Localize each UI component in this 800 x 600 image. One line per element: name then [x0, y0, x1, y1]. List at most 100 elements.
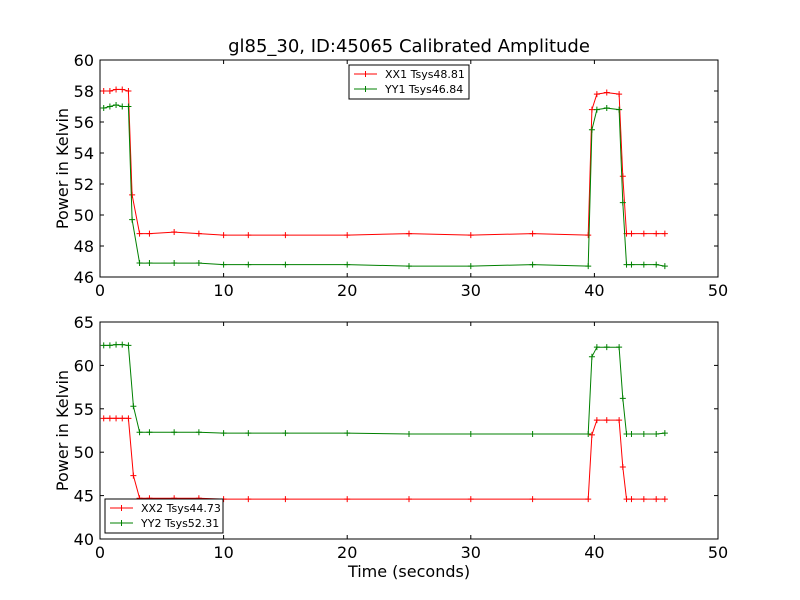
- legend-label: XX2 Tsys44.73: [141, 502, 221, 515]
- data-point-marker: [628, 430, 635, 437]
- data-point-marker: [119, 341, 126, 348]
- x-tick-label: 50: [708, 281, 728, 300]
- data-point-marker: [467, 232, 474, 239]
- data-point-marker: [588, 126, 595, 133]
- y-tick-label: 52: [74, 175, 94, 194]
- data-point-marker: [344, 430, 351, 437]
- data-point-marker: [113, 341, 120, 348]
- data-point-marker: [603, 105, 610, 112]
- y-axis-label: Power in Kelvin: [53, 370, 72, 491]
- data-point-marker: [406, 430, 412, 437]
- data-point-marker: [616, 91, 623, 98]
- x-tick-label: 30: [461, 281, 481, 300]
- data-point-marker: [529, 496, 536, 503]
- data-point-marker: [585, 496, 592, 503]
- x-tick-label: 20: [337, 281, 357, 300]
- data-point-marker: [653, 261, 660, 268]
- y-tick-label: 50: [74, 443, 94, 462]
- y-tick-label: 58: [74, 82, 94, 101]
- y-tick-label: 56: [74, 113, 94, 132]
- data-point-marker: [136, 429, 143, 436]
- data-point-marker: [406, 263, 412, 270]
- data-point-marker: [129, 216, 136, 223]
- data-point-marker: [603, 89, 610, 96]
- data-point-marker: [282, 430, 289, 437]
- data-point-marker: [130, 403, 137, 410]
- data-point-marker: [661, 263, 668, 270]
- y-tick-label: 60: [74, 356, 94, 375]
- data-point-marker: [125, 415, 132, 422]
- y-tick-label: 55: [74, 400, 94, 419]
- data-point-marker: [661, 430, 668, 437]
- data-point-marker: [529, 261, 536, 268]
- data-point-marker: [282, 496, 289, 503]
- plot-frame-1: [99, 59, 719, 278]
- data-point-marker: [344, 496, 351, 503]
- data-point-marker: [640, 496, 647, 503]
- data-point-marker: [100, 88, 107, 94]
- data-point-marker: [130, 472, 137, 479]
- data-point-marker: [619, 199, 626, 206]
- data-point-marker: [282, 261, 289, 268]
- data-point-marker: [640, 230, 647, 237]
- data-point-marker: [171, 429, 178, 436]
- data-point-marker: [146, 260, 153, 267]
- data-point-marker: [119, 103, 126, 110]
- data-point-marker: [406, 230, 412, 237]
- y-tick-label: 60: [74, 51, 94, 70]
- series-line-2: [103, 344, 665, 435]
- data-point-marker: [195, 230, 202, 237]
- series-line-1: [103, 88, 665, 236]
- data-point-marker: [119, 415, 126, 422]
- data-point-marker: [406, 496, 412, 503]
- data-point-marker: [628, 230, 635, 237]
- data-point-marker: [628, 496, 635, 503]
- legend-label: YY1 Tsys46.84: [384, 83, 463, 96]
- data-point-marker: [593, 344, 600, 351]
- legend-box: [104, 498, 224, 534]
- x-tick-label: 40: [584, 543, 604, 562]
- data-point-marker: [467, 263, 474, 270]
- data-point-marker: [529, 230, 536, 237]
- data-point-marker: [125, 88, 132, 94]
- data-point-marker: [603, 417, 610, 424]
- x-tick-label: 0: [95, 281, 105, 300]
- y-axis-label: Power in Kelvin: [53, 108, 72, 229]
- y-tick-label: 45: [74, 487, 94, 506]
- data-point-marker: [616, 344, 623, 351]
- data-point-marker: [119, 86, 126, 93]
- data-point-marker: [113, 86, 120, 93]
- y-tick-label: 65: [74, 313, 94, 332]
- data-point-marker: [125, 342, 132, 349]
- data-point-marker: [616, 106, 623, 113]
- data-point-marker: [661, 496, 668, 503]
- y-tick-label: 48: [74, 237, 94, 256]
- y-tick-label: 40: [74, 530, 94, 549]
- x-tick-label: 20: [337, 543, 357, 562]
- data-point-marker: [245, 430, 252, 437]
- data-point-marker: [282, 232, 289, 239]
- data-point-marker: [628, 261, 635, 268]
- data-point-marker: [344, 261, 351, 268]
- data-point-marker: [593, 417, 600, 424]
- data-point-marker: [220, 430, 227, 437]
- data-point-marker: [106, 103, 113, 110]
- data-point-marker: [585, 263, 592, 270]
- data-point-marker: [245, 261, 252, 268]
- data-point-marker: [585, 232, 592, 239]
- data-point-marker: [619, 395, 626, 402]
- data-point-marker: [585, 430, 592, 437]
- data-point-marker: [129, 191, 136, 198]
- data-point-marker: [616, 417, 623, 424]
- series-line-1: [103, 417, 665, 500]
- data-point-marker: [136, 260, 143, 267]
- data-point-marker: [640, 261, 647, 268]
- data-point-marker: [653, 496, 660, 503]
- data-point-marker: [125, 103, 132, 110]
- legend-label: YY2 Tsys52.31: [140, 517, 219, 530]
- data-point-marker: [245, 496, 252, 503]
- data-point-marker: [113, 415, 120, 422]
- plot-frame-2: [99, 321, 719, 540]
- data-point-marker: [220, 261, 227, 268]
